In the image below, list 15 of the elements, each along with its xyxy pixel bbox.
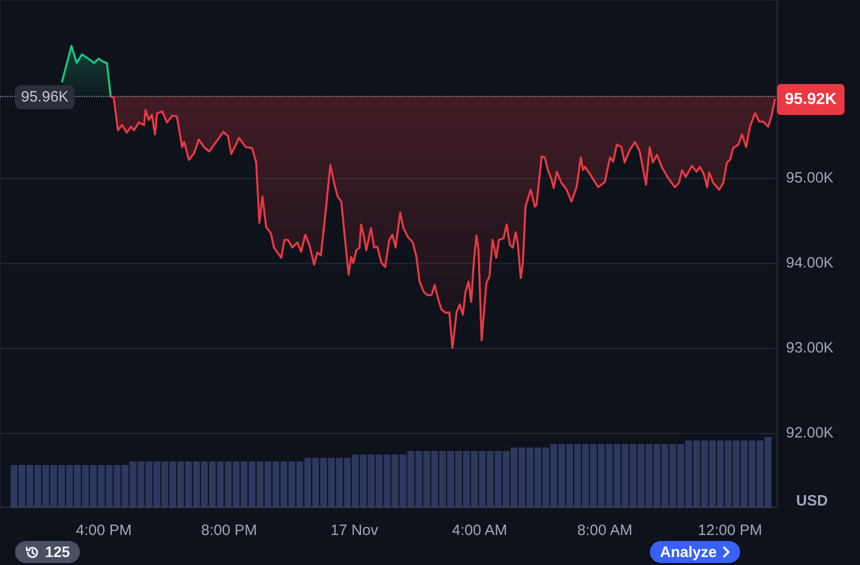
data-label: 95.92K [784,91,837,108]
y-axis-title: USD [796,492,828,510]
x-tick-label: 12:00 PM [698,522,762,539]
text: 125 [45,544,70,560]
y-tick-label: 94.00K [786,254,834,272]
x-tick-label: 17 Nov [330,522,379,539]
y-tick-label: 92.00K [786,424,834,442]
text: Analyze [660,544,717,560]
x-tick-label: 8:00 PM [201,522,258,539]
x-tick-label: 8:00 AM [577,522,632,539]
x-tick-label: 4:00 PM [76,522,132,539]
x-tick-label: 4:00 AM [452,522,508,539]
y-tick-label: 93.00K [786,339,834,356]
y-tick-label: 95.00K [786,169,834,186]
ref-line-label: 95.96K [21,88,69,106]
